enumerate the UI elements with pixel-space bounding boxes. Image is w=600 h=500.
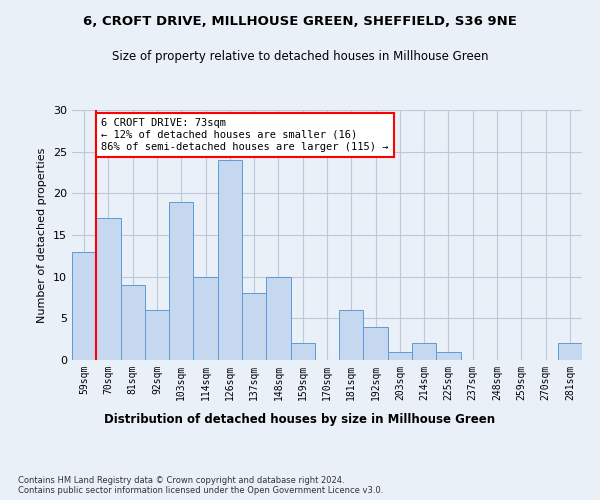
Bar [436,352,461,360]
Bar [169,202,193,360]
Text: Size of property relative to detached houses in Millhouse Green: Size of property relative to detached ho… [112,50,488,63]
Bar [72,252,96,360]
Bar [266,276,290,360]
Text: 6 CROFT DRIVE: 73sqm
← 12% of detached houses are smaller (16)
86% of semi-detac: 6 CROFT DRIVE: 73sqm ← 12% of detached h… [101,118,389,152]
Bar [145,310,169,360]
Bar [412,344,436,360]
Bar [339,310,364,360]
Y-axis label: Number of detached properties: Number of detached properties [37,148,47,322]
Text: Contains HM Land Registry data © Crown copyright and database right 2024.
Contai: Contains HM Land Registry data © Crown c… [18,476,383,495]
Bar [121,285,145,360]
Bar [558,344,582,360]
Bar [388,352,412,360]
Bar [96,218,121,360]
Bar [364,326,388,360]
Bar [218,160,242,360]
Text: 6, CROFT DRIVE, MILLHOUSE GREEN, SHEFFIELD, S36 9NE: 6, CROFT DRIVE, MILLHOUSE GREEN, SHEFFIE… [83,15,517,28]
Text: Distribution of detached houses by size in Millhouse Green: Distribution of detached houses by size … [104,412,496,426]
Bar [242,294,266,360]
Bar [290,344,315,360]
Bar [193,276,218,360]
